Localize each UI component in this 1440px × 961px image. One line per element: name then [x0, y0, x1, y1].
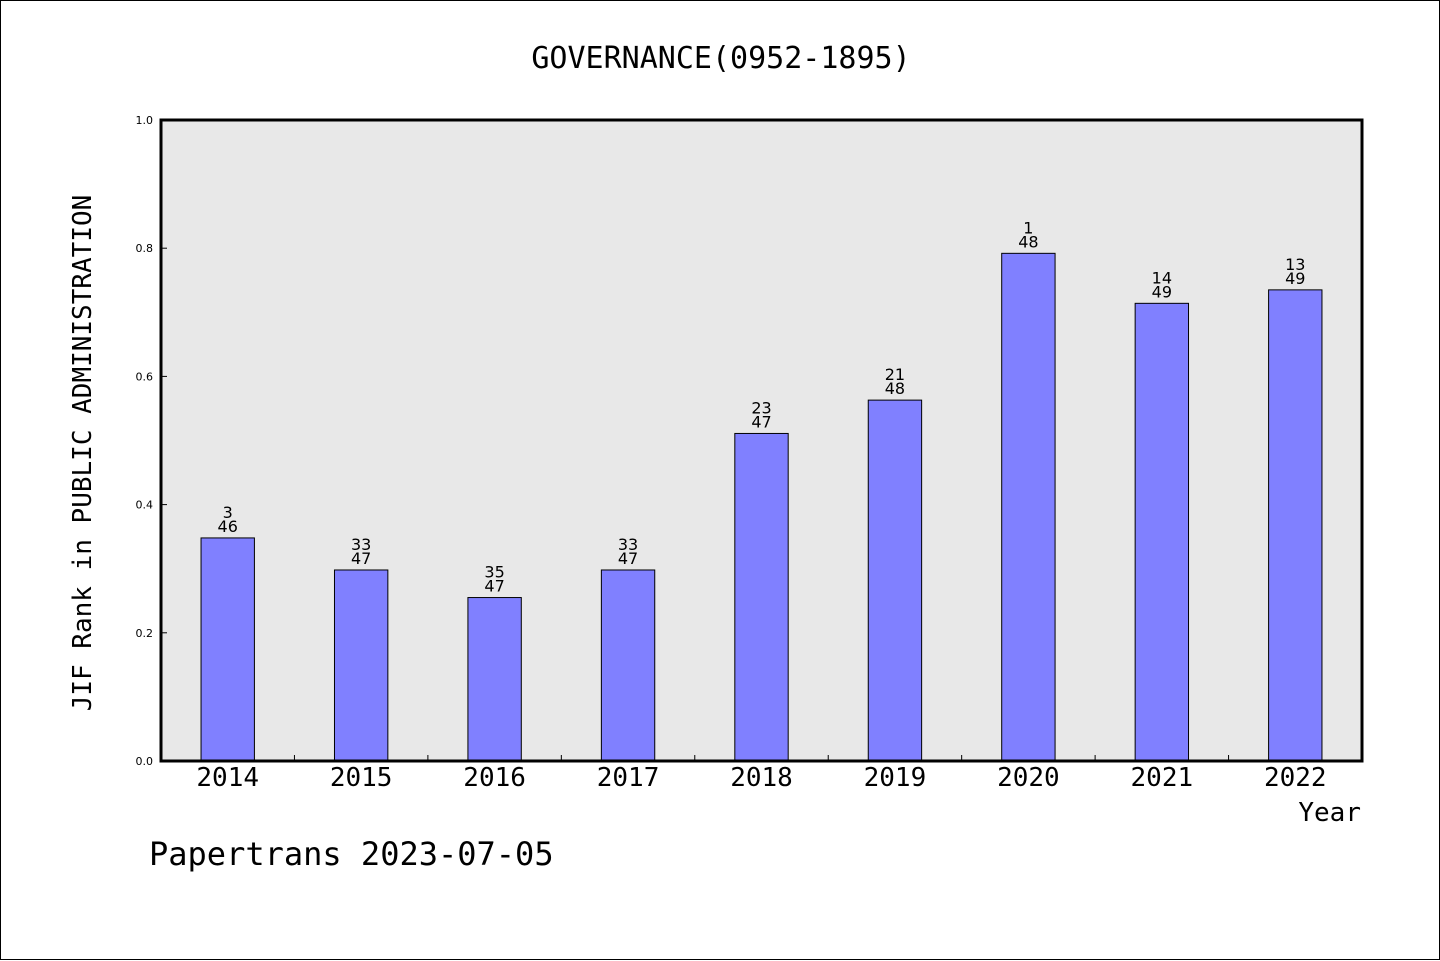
y-axis: 0.0 0.2 0.4 0.6 0.8 1.0	[136, 114, 167, 768]
plot-border	[159, 118, 1364, 763]
x-tick-label: 2014	[196, 763, 259, 793]
y-tick-label: 0.6	[136, 370, 154, 383]
bar-rank-label: 33	[618, 535, 638, 554]
bar	[1268, 289, 1323, 762]
bar-total-label: 46	[218, 517, 238, 536]
x-tick-label: 2018	[730, 763, 793, 793]
x-axis: 2014 2015 2016 2017 2018 2019 2020 2021 2022	[196, 755, 1327, 793]
bar-rank-label: 3	[223, 503, 233, 522]
bar-rank-label: 23	[751, 398, 771, 417]
bar-rank-label: 35	[484, 563, 504, 582]
y-axis-label: JIF Rank in PUBLIC ADMINISTRATION	[68, 195, 98, 712]
bar	[1134, 302, 1190, 762]
x-tick-label: 2016	[463, 763, 526, 793]
y-tick-label: 1.0	[136, 114, 154, 127]
x-tick-label: 2019	[864, 763, 927, 793]
bar	[600, 569, 656, 762]
bar	[467, 597, 522, 762]
footer-credit: Papertrans 2023-07-05	[149, 835, 554, 873]
x-axis-label: Year	[1298, 798, 1361, 828]
bar-total-label: 49	[1152, 282, 1172, 301]
bar-total-label: 49	[1285, 269, 1305, 288]
bar-total-label: 48	[1018, 232, 1038, 251]
bar-total-label: 48	[885, 379, 905, 398]
bar	[867, 399, 923, 762]
bar-rank-label: 13	[1285, 255, 1305, 274]
bar-rank-label: 14	[1152, 268, 1172, 287]
bar	[333, 569, 389, 762]
y-tick-label: 0.8	[136, 242, 154, 255]
x-tick-label: 2015	[330, 763, 393, 793]
x-tick-label: 2020	[997, 763, 1060, 793]
x-tick-label: 2021	[1131, 763, 1194, 793]
bar-total-label: 47	[351, 549, 371, 568]
bar-rank-label: 21	[885, 365, 905, 384]
x-tick-label: 2022	[1264, 763, 1327, 793]
y-tick-label: 0.0	[136, 755, 154, 768]
y-tick-label: 0.4	[136, 499, 154, 512]
bar	[734, 432, 789, 762]
bar	[200, 537, 255, 762]
y-tick-label: 0.2	[136, 627, 154, 640]
bar-rank-label: 33	[351, 535, 371, 554]
chart-title: GOVERNANCE(0952-1895)	[531, 41, 910, 76]
bar-rank-label: 1	[1023, 218, 1033, 237]
x-tick-label: 2017	[597, 763, 660, 793]
bar-total-label: 47	[751, 412, 771, 431]
bar-total-label: 47	[484, 577, 504, 596]
bar	[1001, 252, 1056, 762]
bar-total-label: 47	[618, 549, 638, 568]
